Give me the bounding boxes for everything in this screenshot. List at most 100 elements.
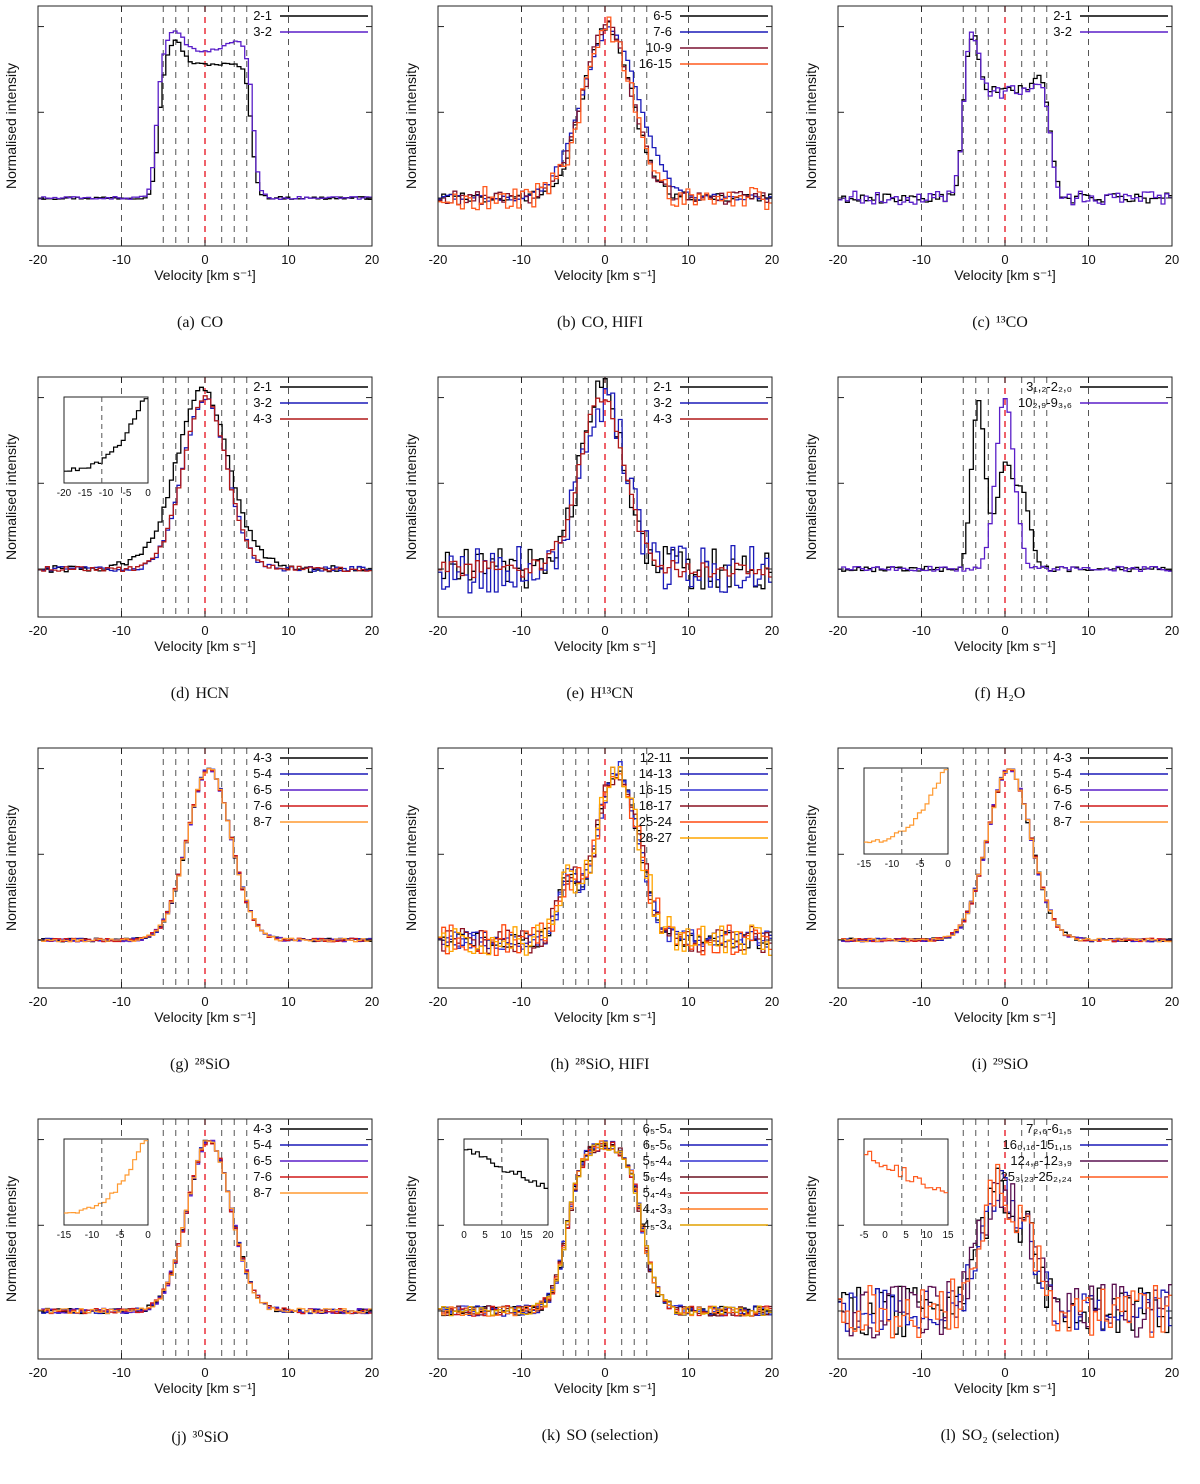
inset-series [64,1140,148,1214]
legend-label: 16₀,₁₆-15₁,₁₅ [1002,1137,1072,1152]
panel-b: -20 -10 0 10 20 Velocity [km s⁻¹] Normalised i… [400,0,800,371]
x-tick-label: 0 [201,1365,208,1380]
legend-label: 7-6 [253,1169,272,1184]
inset-tick-label: 10 [921,1230,933,1241]
caption-letter: (b) [557,314,576,331]
caption-letter: (d) [170,685,190,702]
series-line-l-1 [838,1169,1172,1333]
panel-l: -20 -10 0 10 20 Velocity [km s⁻¹] Normalised i… [800,1113,1200,1484]
series-line-c-1 [838,31,1172,206]
x-tick-label: -10 [912,994,931,1009]
x-tick-label: -10 [512,623,531,638]
series-line-i-4 [838,768,1172,943]
caption-letter: (i) [971,1056,987,1073]
inset-tick-label: -5 [916,859,925,870]
inset-frame [63,1138,149,1226]
legend-label: 8-7 [253,814,272,829]
x-tick-label: -20 [29,1365,48,1380]
plot-k: -20 -10 0 10 20 Velocity [km s⁻¹] Normalised i… [403,1118,779,1396]
legend-label: 14-13 [639,766,672,781]
legend-label: 7-6 [1053,798,1072,813]
inset-frame [863,1138,949,1226]
x-tick-label: 0 [601,994,608,1009]
x-tick-label: -10 [112,252,131,267]
x-tick-label: 20 [365,1365,379,1380]
x-tick-label: 20 [765,1365,779,1380]
series-line-d-2 [38,395,372,573]
caption-letter: (c) [972,314,990,331]
legend-label: 4-3 [253,1121,272,1136]
legend-label: 6-5 [253,1153,272,1168]
inset-series [464,1148,548,1189]
x-tick-label: 0 [201,994,208,1009]
legend-label: 6-5 [653,8,672,23]
y-axis-label: Normalised intensity [803,63,819,189]
x-tick-label: 10 [1081,252,1095,267]
legend-label: 6-5 [253,782,272,797]
x-tick-label: 10 [281,623,295,638]
x-tick-label: 10 [681,994,695,1009]
legend-label: 5₅-4₄ [643,1153,672,1168]
x-tick-label: -20 [829,623,848,638]
inset-frame [863,767,949,855]
legend-label: 4-3 [253,411,272,426]
legend-label: 10₂,₉-9₃,₆ [1018,395,1072,410]
inset-tick-label: 20 [542,1230,554,1241]
x-axis-label: Velocity [km s⁻¹] [554,1009,656,1025]
x-tick-label: -20 [429,994,448,1009]
y-axis-label: Normalised intensity [803,434,819,560]
panel-f: -20 -10 0 10 20 Velocity [km s⁻¹] Normalised i… [800,371,1200,742]
legend-label: 2-1 [253,8,272,23]
panel-caption: (a) CO [0,314,400,332]
x-axis-label: Velocity [km s⁻¹] [954,638,1056,654]
panel-caption: (b) CO, HIFI [400,314,800,332]
series-line-f-1 [838,398,1172,573]
plot-j: -20 -10 0 10 20 Velocity [km s⁻¹] Normalised i… [3,1118,379,1396]
x-tick-label: 20 [765,994,779,1009]
legend-label: 5-4 [253,766,272,781]
series-line-e-2 [438,397,772,579]
inset-tick-label: -10 [85,1230,100,1241]
x-axis-label: Velocity [km s⁻¹] [554,267,656,283]
x-tick-label: -10 [912,252,931,267]
inset-tick-label: 5 [903,1230,909,1241]
x-tick-label: -10 [912,623,931,638]
caption-text: H¹³CN [590,685,634,702]
legend-label: 4-3 [253,750,272,765]
legend-label: 3-2 [1053,24,1072,39]
inset-tick-label: 10 [500,1230,512,1241]
plot-a: -20 -10 0 10 20 Velocity [km s⁻¹] Normalised i… [3,5,379,283]
legend-label: 3-2 [253,395,272,410]
legend-label: 5-4 [253,1137,272,1152]
x-axis-label: Velocity [km s⁻¹] [554,638,656,654]
x-axis-label: Velocity [km s⁻¹] [154,267,256,283]
x-tick-label: 20 [765,623,779,638]
legend-label: 2-1 [253,379,272,394]
series-line-h-4 [438,773,772,957]
inset-tick-label: 0 [145,1230,151,1241]
y-axis-label: Normalised intensity [3,434,19,560]
x-tick-label: 20 [1165,1365,1179,1380]
x-tick-label: -20 [429,623,448,638]
plot-e: -20 -10 0 10 20 Velocity [km s⁻¹] Normalised i… [403,376,779,654]
legend-label: 4₅-3₄ [643,1217,672,1232]
caption-letter: (f) [974,685,991,702]
x-tick-label: -10 [112,994,131,1009]
legend-label: 5₄-4₃ [643,1185,672,1200]
panel-caption: (g) ²⁸SiO [0,1056,400,1074]
x-tick-label: 0 [1001,252,1008,267]
caption-text: HCN [195,685,230,702]
legend-label: 16-15 [639,56,672,71]
legend-label: 16-15 [639,782,672,797]
caption-letter: (k) [541,1427,561,1444]
panel-caption: (f) H₂O [800,685,1200,703]
legend-label: 3-2 [653,395,672,410]
x-tick-label: 10 [281,994,295,1009]
panel-caption: (l) SO₂ (selection) [800,1427,1200,1445]
inset-tick-label: 15 [521,1230,533,1241]
series-line-h-5 [438,766,772,956]
plot-d: -20 -10 0 10 20 Velocity [km s⁻¹] Normalised i… [3,376,379,654]
x-tick-label: -10 [512,252,531,267]
panel-caption: (c) ¹³CO [800,314,1200,332]
